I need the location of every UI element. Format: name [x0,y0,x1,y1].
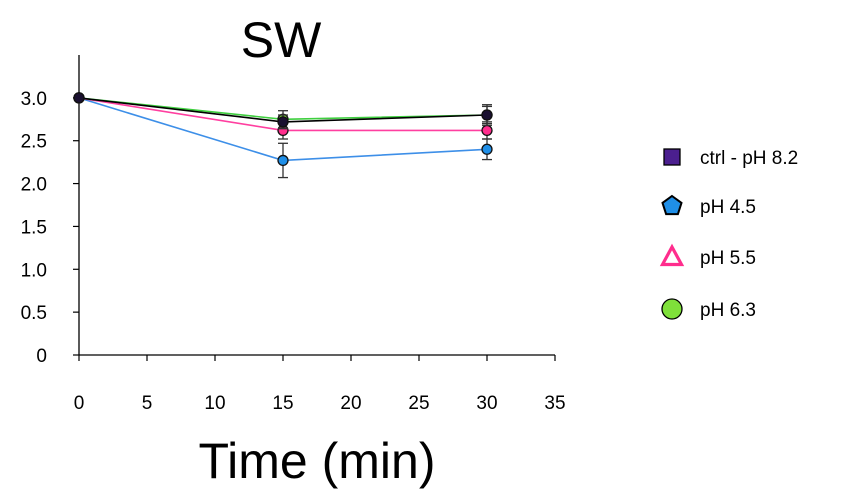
legend-label: pH 4.5 [700,197,756,218]
legend-item-1: pH 4.5 [661,194,756,218]
legend-label: pH 5.5 [700,248,756,269]
y-tick-label: 3.0 [21,89,47,110]
legend-item-0: ctrl - pH 8.2 [663,148,798,169]
legend-label: pH 6.3 [700,300,756,321]
legend-marker [661,194,683,216]
axes: 0 5 10 15 20 25 30 35 0 0.5 1.0 1.5 2.0 2.5 3.0 [21,55,566,414]
x-tick-label: 20 [340,393,361,414]
x-tick-label: 35 [544,393,565,414]
legend-marker [659,243,685,267]
data-point [277,116,289,128]
x-tick-label: 0 [74,393,85,414]
x-tick-label: 25 [408,393,429,414]
legend-label: ctrl - pH 8.2 [700,148,798,169]
y-tick-label: 2.5 [21,132,47,153]
y-tick-label: 0 [36,346,47,367]
x-tick-label: 30 [476,393,497,414]
y-tick-label: 2.0 [21,175,47,196]
y-tick-label: 1.0 [21,260,47,281]
series-0-points [73,92,493,130]
x-tick-label: 10 [204,393,225,414]
legend-marker [663,148,681,166]
data-point [73,92,85,104]
data-point [481,109,493,121]
legend-item-2: pH 5.5 [659,243,756,269]
x-tick-label: 15 [272,393,293,414]
y-tick-label: 0.5 [21,303,47,324]
x-tick-label: 5 [142,393,153,414]
chart-title: SW [241,12,322,68]
y-tick-label: 1.5 [21,217,47,238]
legend: ctrl - pH 8.2 pH 4.5 pH 5.5 pH 6.3 [659,148,798,321]
legend-item-3: pH 6.3 [661,298,756,321]
x-axis-label: Time (min) [198,433,435,489]
data-point [481,143,493,155]
data-point [481,124,493,137]
series-layer [73,92,493,179]
data-point [277,154,289,167]
legend-marker [661,298,683,320]
